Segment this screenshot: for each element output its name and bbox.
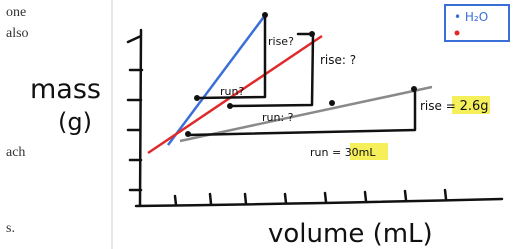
annotation-text: run = (310, 146, 341, 159)
legend-label: • H₂O (454, 10, 488, 24)
x-label: volume (mL) (268, 219, 433, 249)
y-label: mass (30, 74, 101, 105)
highlight-text: 30mL (345, 146, 377, 159)
point (194, 95, 200, 101)
point (411, 86, 417, 92)
doc-text: also (6, 26, 29, 41)
point (185, 131, 191, 137)
doc-text: s. (6, 221, 15, 236)
highlight-text: 2.6g (460, 99, 489, 114)
annotation: run: ? (262, 111, 294, 124)
point (227, 103, 233, 109)
point (329, 100, 335, 106)
annotation: rise? (268, 35, 294, 48)
legend-dot (455, 31, 460, 36)
point (309, 31, 315, 37)
doc-text: one (6, 5, 26, 20)
annotation: run = 30mL (310, 146, 376, 159)
screenshot: one also ach s. mass (g) volume (mL) ris… (0, 0, 527, 249)
annotation: rise = 2.6g (420, 99, 489, 114)
annotation: rise: ? (320, 53, 356, 67)
point (262, 12, 268, 18)
annotation-text: rise = (420, 99, 456, 113)
annotation: run? (220, 85, 244, 98)
doc-text: ach (6, 145, 25, 160)
y-label: (g) (58, 108, 92, 136)
